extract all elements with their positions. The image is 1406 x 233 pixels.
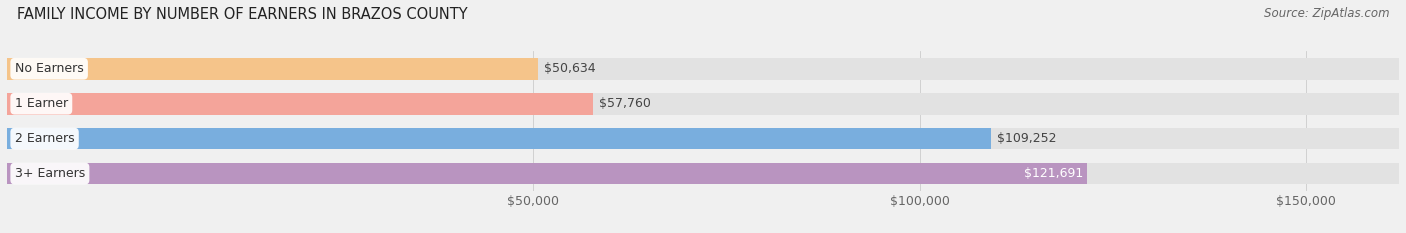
Text: $109,252: $109,252	[997, 132, 1057, 145]
Text: 2 Earners: 2 Earners	[15, 132, 75, 145]
Text: 1 Earner: 1 Earner	[15, 97, 67, 110]
Bar	[7, 93, 1399, 115]
Text: 3+ Earners: 3+ Earners	[15, 167, 84, 180]
Bar	[7, 58, 537, 80]
Text: FAMILY INCOME BY NUMBER OF EARNERS IN BRAZOS COUNTY: FAMILY INCOME BY NUMBER OF EARNERS IN BR…	[17, 7, 468, 22]
Bar	[7, 163, 1087, 185]
Bar	[7, 128, 1399, 150]
Bar	[7, 163, 1399, 185]
Text: No Earners: No Earners	[15, 62, 83, 75]
Text: $57,760: $57,760	[599, 97, 651, 110]
Text: $121,691: $121,691	[1024, 167, 1084, 180]
Bar	[7, 128, 991, 150]
Text: Source: ZipAtlas.com: Source: ZipAtlas.com	[1264, 7, 1389, 20]
Text: $50,634: $50,634	[544, 62, 596, 75]
Bar	[7, 58, 1399, 80]
Bar	[7, 93, 593, 115]
